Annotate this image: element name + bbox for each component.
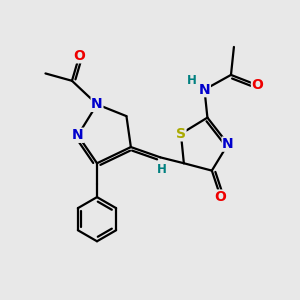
Text: O: O xyxy=(215,190,226,204)
Text: S: S xyxy=(176,127,186,141)
Text: N: N xyxy=(222,137,234,151)
Text: H: H xyxy=(157,163,167,176)
Text: N: N xyxy=(72,128,84,142)
Text: O: O xyxy=(74,49,85,63)
Text: N: N xyxy=(91,98,103,111)
Text: O: O xyxy=(251,78,263,92)
Text: N: N xyxy=(199,82,210,97)
Text: H: H xyxy=(187,74,197,87)
